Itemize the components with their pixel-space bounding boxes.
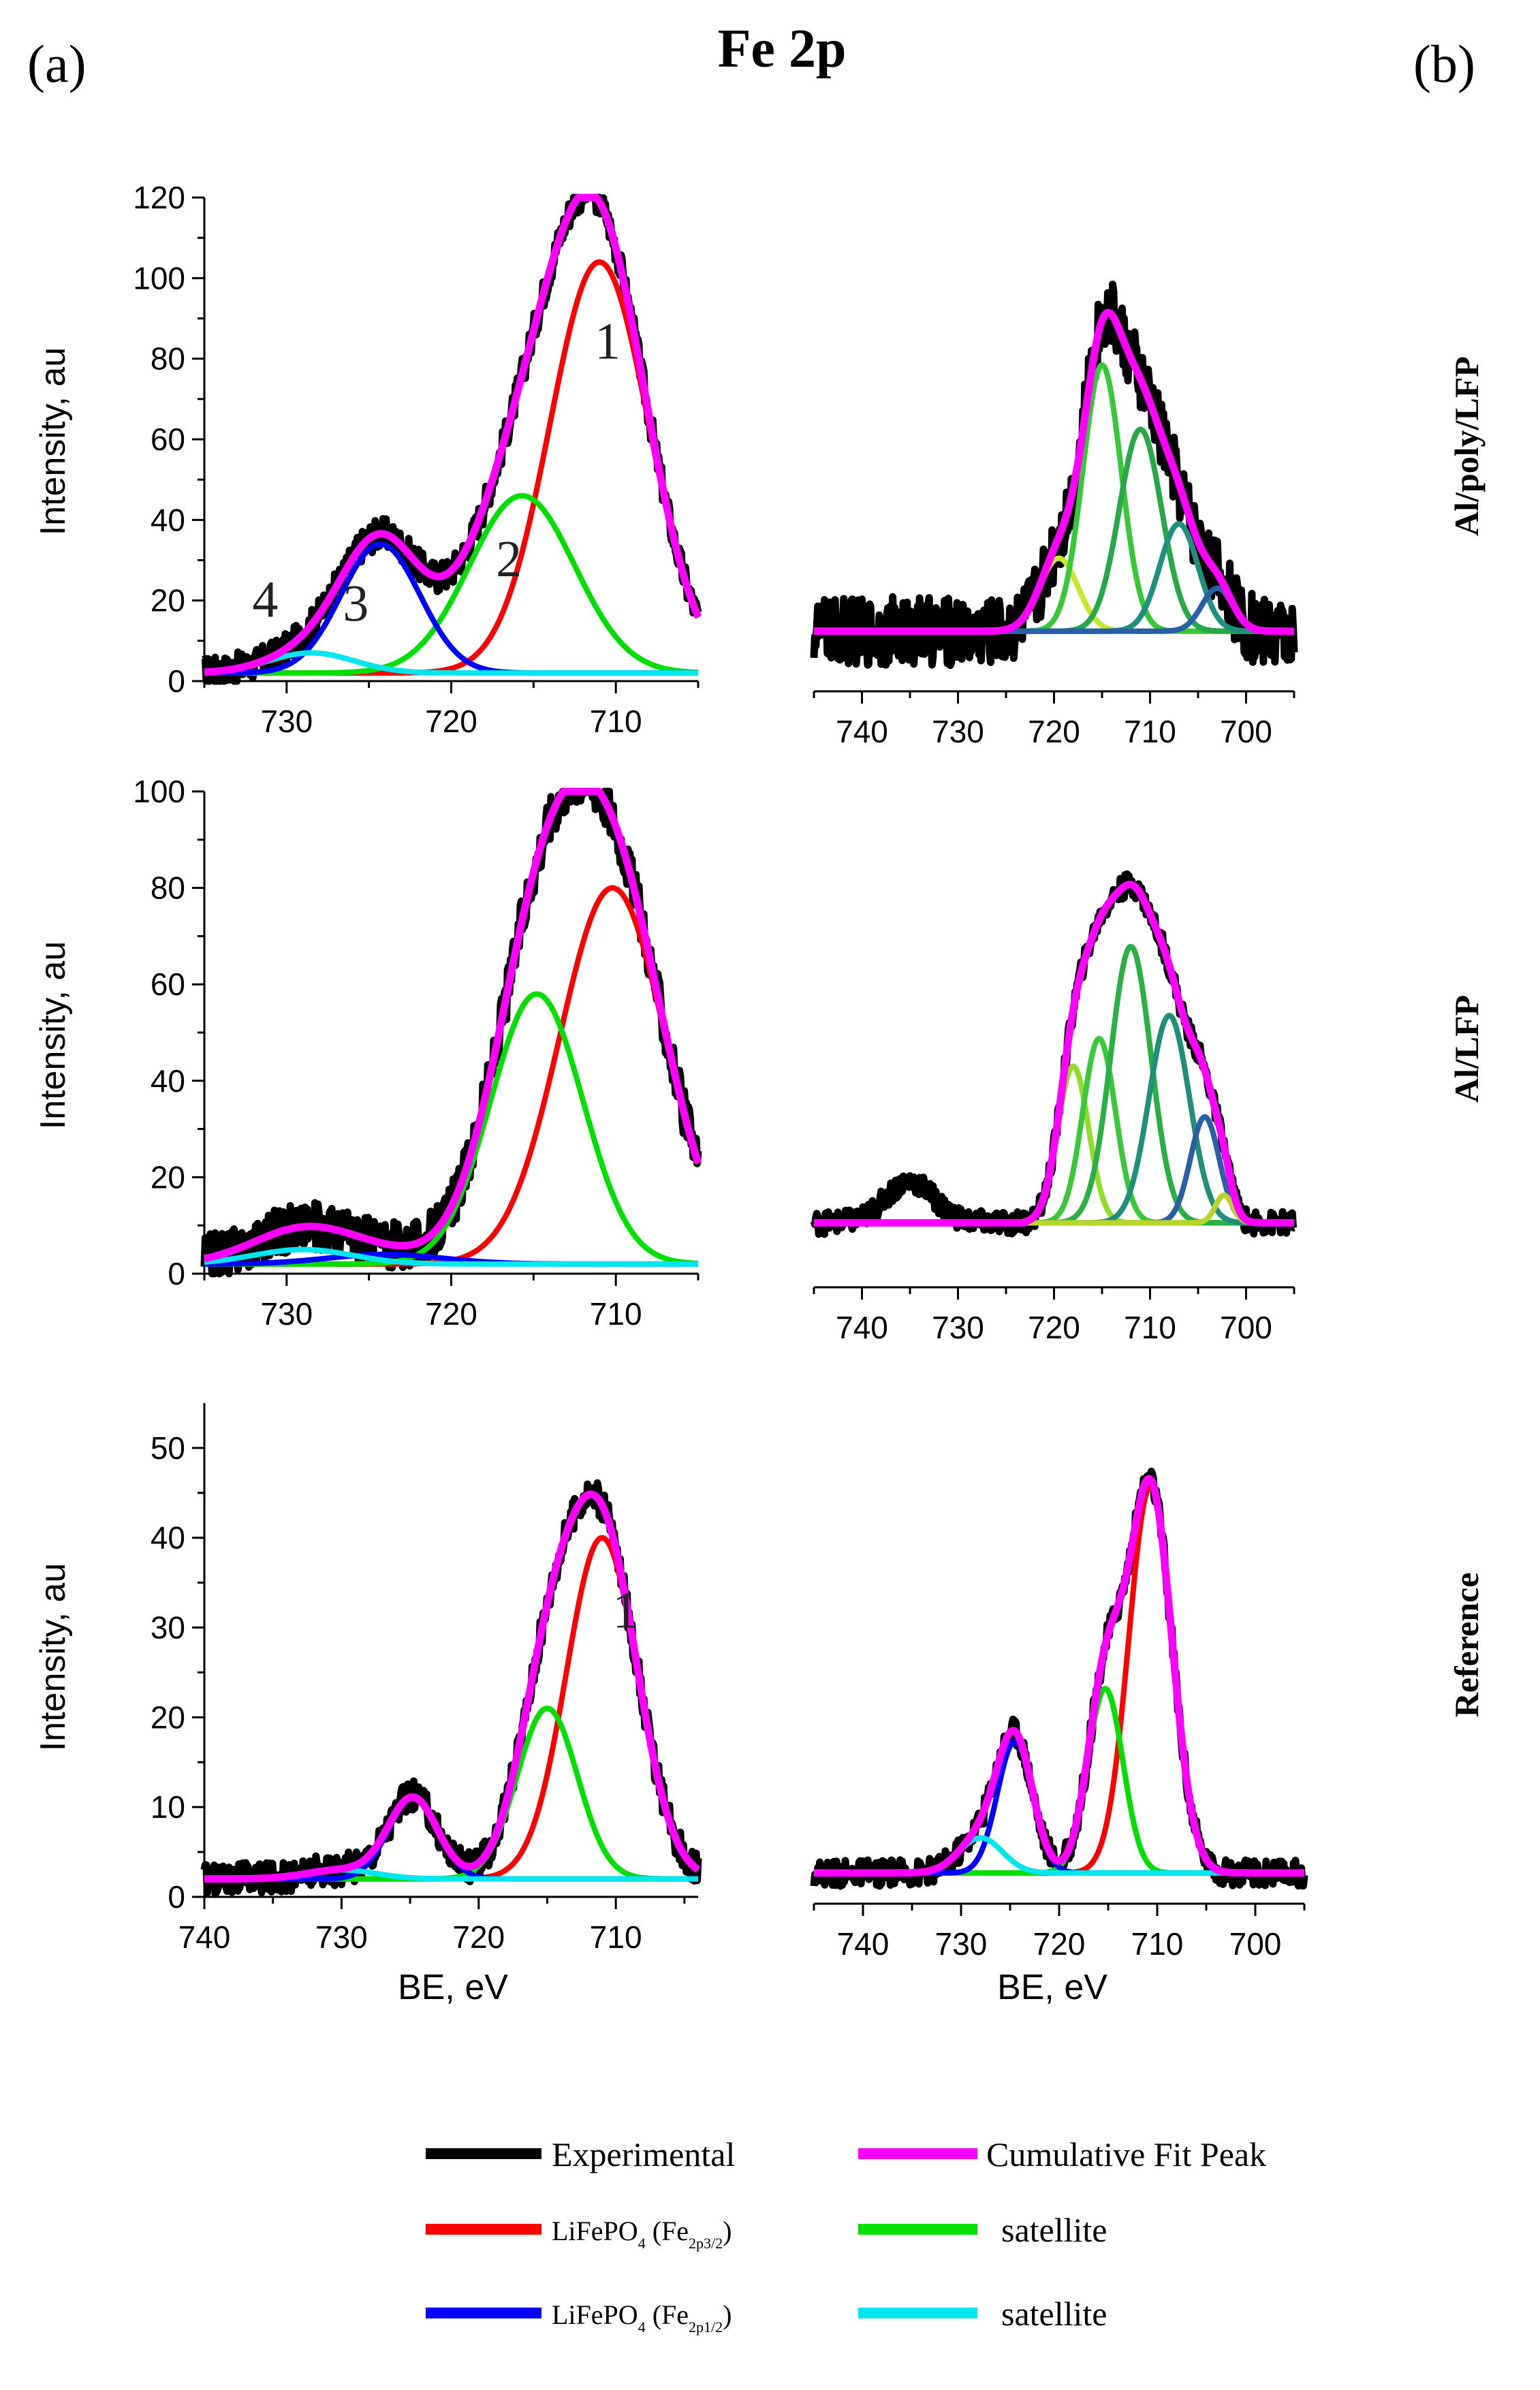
y-tick-label: 20	[151, 1159, 185, 1195]
x-tick-label: 710	[590, 1919, 642, 1955]
x-tick-label: 730	[260, 1296, 313, 1332]
x-tick-label: 740	[837, 1926, 890, 1962]
x-tick-label: 730	[932, 1310, 984, 1345]
x-tick-label: 710	[1124, 714, 1176, 749]
y-tick-label: 10	[151, 1789, 185, 1825]
ylabel-row1: Intensity, au	[33, 347, 73, 536]
y-tick-label: 0	[168, 1256, 185, 1291]
y-tick-label: 80	[151, 870, 185, 906]
y-tick-label: 100	[133, 260, 185, 296]
chart-al-lfp-a: 730 720 710 0 20 40 60 80 100	[133, 774, 702, 1332]
x-tick-label: 710	[1124, 1310, 1176, 1345]
chart-reference-a: 740 730 720 710 0 10 20 30 40 50 1	[151, 1403, 702, 1955]
cumulative-fit-series	[811, 881, 1298, 1227]
peak-component-2	[812, 1686, 1306, 1876]
panel-b-label: (b)	[1413, 34, 1475, 93]
chart-al-poly-lfp-a: 730 720 710 0 20 40 60 80 100 120 1 2 3 4	[133, 180, 702, 739]
peak-component-3	[812, 1738, 1306, 1876]
x-tick-label: 710	[590, 1296, 642, 1332]
xlabel-right: BE, eV	[997, 1968, 1107, 2007]
x-tick-label: 730	[315, 1919, 368, 1955]
x-tick-label: 700	[1220, 714, 1272, 749]
peak-number-label: 1	[595, 313, 620, 371]
row-label-al-poly-lfp: Al/poly/LFP	[1447, 356, 1486, 536]
y-tick-label: 60	[151, 422, 185, 457]
y-tick-label: 120	[133, 180, 185, 215]
x-tick-label: 710	[1131, 1926, 1184, 1962]
x-tick-label: 720	[425, 1296, 477, 1332]
y-tick-label: 40	[151, 502, 185, 537]
x-tick-label: 720	[452, 1919, 505, 1955]
chart-reference-b: 740 730 720 710 700	[810, 1467, 1308, 1962]
x-tick-label: 740	[836, 714, 888, 749]
y-tick-label: 20	[151, 583, 185, 618]
peak-component-2	[202, 492, 700, 676]
x-tick-label: 730	[935, 1926, 988, 1962]
peak-component-1	[202, 259, 701, 676]
y-tick-label: 0	[168, 663, 185, 699]
peak-number-label: 3	[343, 575, 368, 632]
peak-number-label: 4	[252, 571, 278, 628]
y-tick-label: 20	[151, 1699, 185, 1735]
experimental-series	[810, 280, 1298, 670]
xlabel-left: BE, eV	[398, 1968, 508, 2007]
cumulative-fit-series	[811, 1475, 1308, 1877]
y-tick-label: 40	[151, 1063, 185, 1099]
legend: Experimental Cumulative Fit Peak LiFePO4…	[426, 2135, 1266, 2336]
peak-component-4	[202, 1246, 700, 1267]
chart-al-poly-lfp-b: 740 730 720 710 700	[810, 280, 1298, 749]
x-tick-label: 700	[1229, 1926, 1282, 1962]
legend-label-satellite-cyan: satellite	[1001, 2295, 1107, 2333]
cumulative-fit-series	[201, 1490, 702, 1883]
legend-label-satellite-green: satellite	[1001, 2211, 1107, 2249]
legend-label-cumulative: Cumulative Fit Peak	[986, 2135, 1266, 2173]
experimental-series	[200, 1479, 702, 1898]
ylabel-row3: Intensity, au	[33, 1563, 73, 1752]
peak-component-1	[812, 1483, 1306, 1876]
row-label-reference: Reference	[1447, 1573, 1486, 1718]
figure-title: Fe 2p	[718, 19, 847, 79]
y-tick-label: 50	[151, 1430, 185, 1466]
panel-a-label: (a)	[27, 34, 87, 93]
x-tick-label: 710	[590, 704, 642, 739]
experimental-series	[810, 1467, 1308, 1890]
x-tick-label: 720	[1033, 1926, 1086, 1962]
x-tick-label: 730	[260, 704, 313, 739]
y-tick-label: 30	[151, 1610, 185, 1646]
chart-al-lfp-b: 740 730 720 710 700	[810, 870, 1298, 1345]
x-tick-label: 720	[1028, 714, 1080, 749]
x-tick-label: 720	[425, 704, 477, 739]
legend-label-experimental: Experimental	[552, 2135, 735, 2173]
ylabel-row2: Intensity, au	[33, 941, 73, 1130]
y-tick-label: 60	[151, 966, 185, 1002]
row-label-al-lfp: Al/LFP	[1447, 995, 1486, 1103]
x-tick-label: 740	[836, 1310, 888, 1345]
y-tick-label: 80	[151, 341, 185, 377]
x-tick-label: 700	[1220, 1310, 1272, 1345]
cumulative-fit-series	[201, 193, 702, 676]
y-tick-label: 40	[151, 1520, 185, 1556]
cumulative-fit-series	[201, 787, 702, 1263]
peak-number-label: 2	[496, 531, 522, 588]
x-tick-label: 720	[1028, 1310, 1080, 1345]
legend-label-fe2p32: LiFePO4 (Fe2p3/2)	[552, 2216, 732, 2252]
peak-number-label: 1	[612, 1582, 638, 1639]
y-tick-label: 0	[168, 1879, 185, 1915]
y-tick-label: 100	[133, 774, 185, 809]
peak-component-4	[202, 650, 700, 676]
legend-label-fe2p12: LiFePO4 (Fe2p1/2)	[552, 2299, 732, 2336]
cumulative-fit-series	[811, 309, 1298, 635]
x-tick-label: 740	[178, 1919, 231, 1955]
x-tick-label: 730	[932, 714, 984, 749]
